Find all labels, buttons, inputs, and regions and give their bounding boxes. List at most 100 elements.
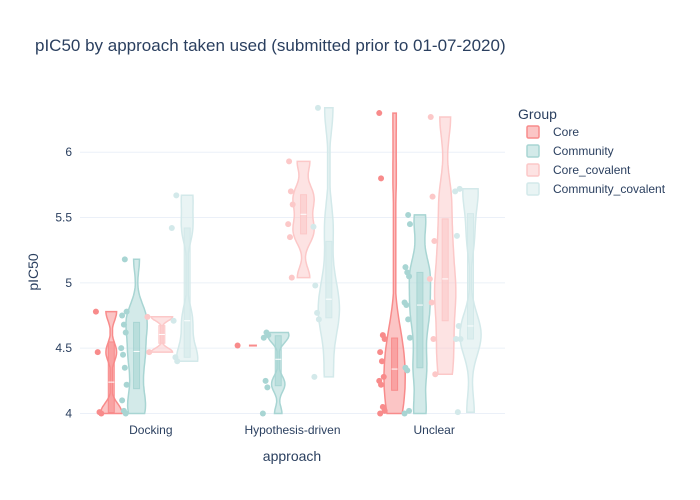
point-community-docking	[119, 397, 126, 404]
y-axis: 4 4.5 5 5.5 6	[55, 145, 72, 420]
point-core-covalent-unclear	[428, 299, 435, 306]
legend-label: Community	[553, 144, 614, 158]
point-community-docking	[122, 410, 129, 417]
point-core-unclear	[381, 407, 388, 414]
violin-box-core-unclear	[391, 337, 399, 391]
point-community-docking	[123, 308, 130, 315]
violin-layer	[99, 107, 482, 415]
point-community-unclear	[401, 410, 408, 417]
x-tick-label: Docking	[129, 423, 172, 437]
point-community-covalent-unclear	[452, 188, 459, 195]
point-community-covalent-hypothesis-driven	[311, 373, 318, 380]
point-core-unclear	[378, 358, 385, 365]
x-axis-title: approach	[263, 448, 321, 464]
point-core-covalent-unclear	[430, 336, 437, 343]
point-community-docking	[118, 345, 125, 352]
point-community-covalent-unclear	[454, 409, 461, 416]
point-community-docking	[120, 351, 127, 358]
legend: Group Core Community Core_covalent Communit…	[518, 106, 666, 196]
legend-swatch	[526, 163, 540, 177]
point-core-covalent-unclear	[427, 113, 434, 120]
x-axis: Docking Hypothesis-driven Unclear	[129, 423, 455, 437]
point-core-docking	[92, 308, 99, 315]
violin-box-community-hypothesis-driven	[274, 335, 282, 387]
violin-box-core-docking	[107, 341, 115, 413]
point-core-covalent-hypothesis-driven	[286, 234, 293, 241]
legend-swatch	[526, 125, 540, 139]
point-community-covalent-docking	[168, 225, 175, 231]
point-community-unclear	[405, 211, 412, 218]
point-community-unclear	[404, 367, 411, 374]
legend-swatch	[526, 182, 540, 196]
legend-item-community-covalent[interactable]: Community_covalent	[526, 182, 666, 196]
point-community-covalent-unclear	[457, 336, 464, 343]
point-core-covalent-docking	[144, 313, 151, 320]
point-core-covalent-hypothesis-driven	[288, 274, 295, 281]
point-core-docking	[94, 349, 101, 356]
point-community-covalent-unclear	[453, 336, 460, 343]
point-core-unclear	[377, 410, 384, 417]
point-community-unclear	[406, 334, 413, 341]
point-core-unclear	[381, 336, 388, 343]
point-community-covalent-docking	[174, 358, 181, 365]
point-community-covalent-unclear	[455, 322, 462, 329]
point-community-covalent-hypothesis-driven	[314, 309, 321, 316]
point-community-unclear	[406, 407, 413, 414]
point-core-unclear	[380, 373, 387, 380]
y-axis-title: pIC50	[25, 253, 41, 291]
violin-box-core-covalent-unclear	[441, 218, 449, 322]
point-community-covalent-hypothesis-driven	[315, 316, 322, 323]
legend-label: Core	[553, 125, 579, 139]
point-core-unclear	[377, 349, 384, 356]
point-community-hypothesis-driven	[260, 334, 267, 341]
point-community-hypothesis-driven	[265, 332, 272, 339]
grid-lines	[80, 151, 505, 414]
point-community-unclear	[406, 273, 413, 280]
point-community-hypothesis-driven	[264, 384, 271, 391]
points-layer	[92, 104, 464, 417]
point-community-docking	[121, 256, 128, 263]
point-community-covalent-hypothesis-driven	[312, 282, 319, 289]
violin-box-community-docking	[133, 321, 141, 390]
point-community-covalent-docking	[170, 317, 177, 324]
violin-box-community-covalent-unclear	[466, 213, 474, 340]
point-community-covalent-hypothesis-driven	[314, 104, 321, 111]
y-tick-label: 6	[65, 145, 72, 159]
legend-swatch	[526, 144, 540, 158]
violin-box-community-covalent-hypothesis-driven	[325, 240, 333, 319]
x-tick-label: Unclear	[413, 423, 454, 437]
violin-box-community-covalent-docking	[183, 227, 191, 358]
point-community-docking	[120, 321, 127, 328]
point-core-covalent-hypothesis-driven	[285, 221, 292, 228]
y-tick-label: 5.5	[55, 211, 72, 225]
point-core-covalent-unclear	[426, 275, 433, 282]
y-tick-label: 4	[65, 406, 72, 420]
point-core-covalent-unclear	[431, 238, 438, 245]
point-core-unclear	[376, 110, 383, 117]
point-community-unclear	[405, 316, 412, 323]
chart-title: pIC50 by approach taken used (submitted …	[35, 36, 506, 55]
point-community-covalent-docking	[173, 192, 180, 199]
point-community-covalent-unclear	[456, 185, 463, 192]
legend-item-community[interactable]: Community	[526, 144, 614, 158]
legend-item-core[interactable]: Core	[526, 125, 579, 139]
x-tick-label: Hypothesis-driven	[244, 423, 340, 437]
y-tick-label: 4.5	[55, 341, 72, 355]
point-core-covalent-docking	[146, 349, 153, 356]
point-community-docking	[119, 312, 126, 319]
point-community-hypothesis-driven	[259, 410, 266, 417]
point-core-hypothesis-driven	[234, 342, 241, 349]
point-core-covalent-hypothesis-driven	[287, 188, 294, 195]
violin-core-unclear	[383, 112, 406, 415]
legend-title: Group	[518, 106, 557, 122]
legend-label: Community_covalent	[553, 182, 666, 196]
point-core-covalent-unclear	[429, 193, 436, 200]
legend-label: Core_covalent	[553, 163, 631, 177]
legend-item-core-covalent[interactable]: Core_covalent	[526, 163, 631, 177]
point-community-covalent-unclear	[453, 232, 460, 239]
violin-box-community-unclear	[416, 271, 424, 369]
point-community-docking	[122, 329, 129, 336]
point-community-unclear	[406, 221, 413, 228]
point-community-docking	[121, 364, 128, 371]
